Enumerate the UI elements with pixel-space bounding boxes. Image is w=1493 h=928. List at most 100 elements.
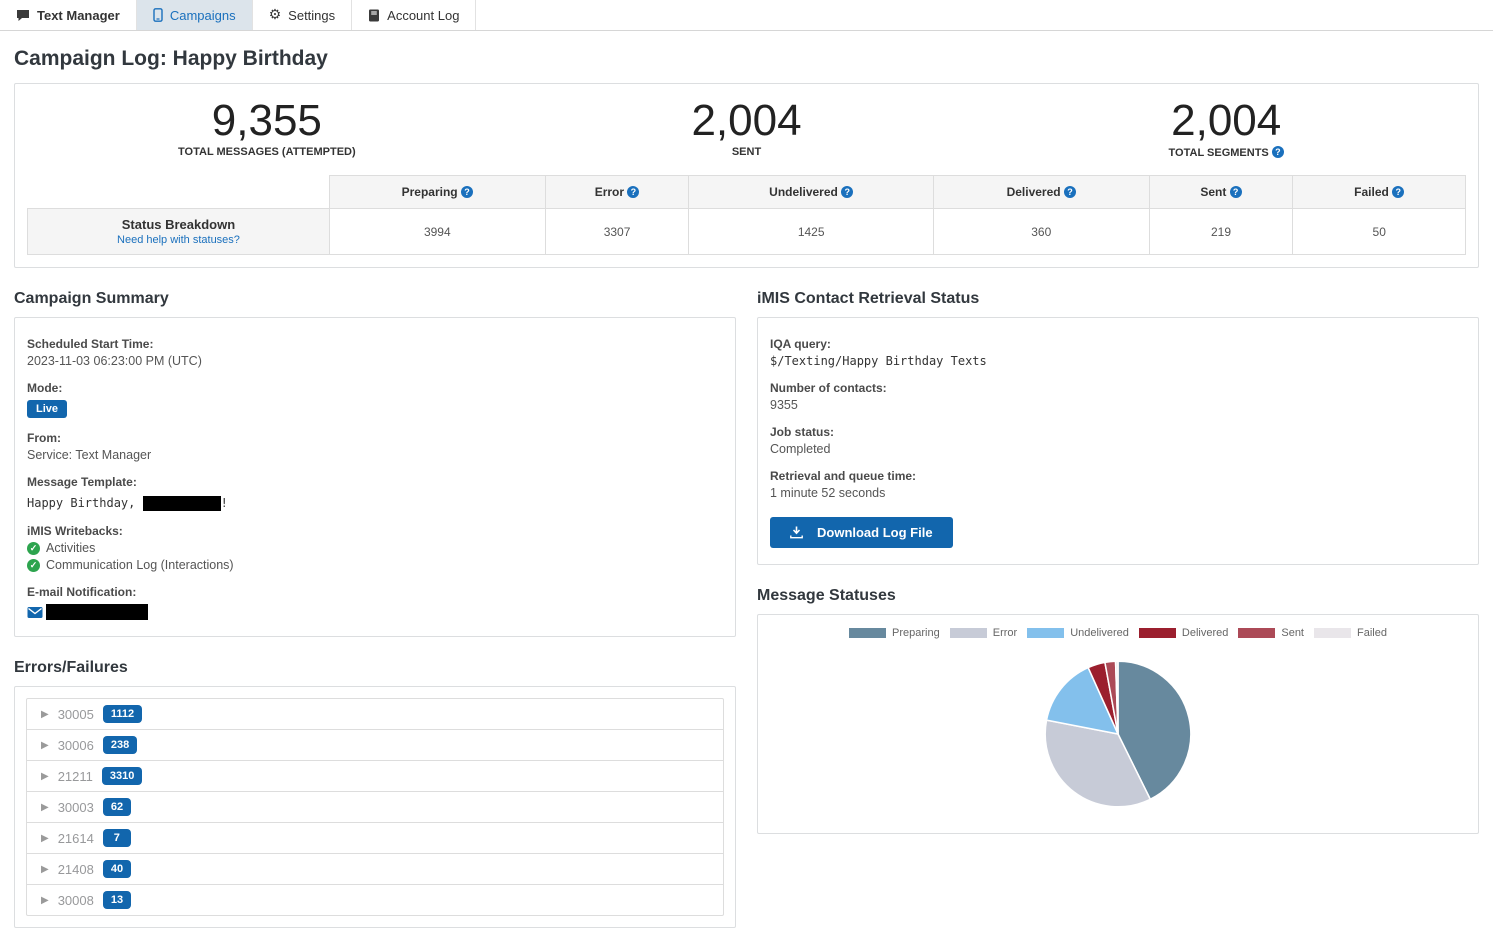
legend-label: Delivered xyxy=(1181,627,1229,640)
check-icon: ✓ xyxy=(27,558,40,572)
error-code: 30005 xyxy=(57,706,94,722)
error-row-21211[interactable]: ▶ 21211 3310 xyxy=(27,761,723,793)
error-row-21614[interactable]: ▶ 21614 7 xyxy=(27,823,723,855)
help-icon[interactable]: ? xyxy=(1063,186,1076,199)
stat-sent: 2,004 SENT xyxy=(507,97,987,159)
legend-swatch xyxy=(1027,628,1065,639)
email-notification-label: E-mail Notification: xyxy=(27,585,137,600)
legend-swatch xyxy=(1314,628,1351,639)
legend-item-failed[interactable]: Failed xyxy=(1314,627,1387,639)
legend-item-preparing[interactable]: Preparing xyxy=(849,627,940,639)
stat-value: 9,355 xyxy=(211,96,322,145)
help-icon[interactable]: ? xyxy=(460,186,473,199)
book-icon xyxy=(368,9,380,22)
legend-item-undelivered[interactable]: Undelivered xyxy=(1027,627,1129,639)
pie-slice-error xyxy=(1044,719,1152,808)
download-icon xyxy=(790,526,803,539)
envelope-icon xyxy=(27,606,43,619)
error-count-badge: 62 xyxy=(102,798,132,817)
col-header-delivered: Delivered ? xyxy=(932,175,1150,210)
cell-delivered: 360 xyxy=(932,208,1150,256)
scheduled-start-label: Scheduled Start Time: xyxy=(27,337,154,352)
error-code: 21614 xyxy=(57,830,94,846)
help-icon[interactable]: ? xyxy=(1229,186,1242,199)
contacts-label: Number of contacts: xyxy=(770,381,887,396)
help-icon[interactable]: ? xyxy=(841,186,854,199)
comment-icon xyxy=(16,9,30,22)
stat-total-segments: 2,004 TOTAL SEGMENTS ? xyxy=(986,97,1466,159)
tab-label: Campaigns xyxy=(169,7,236,23)
stats-panel: 9,355 TOTAL MESSAGES (ATTEMPTED) 2,004 S… xyxy=(14,83,1479,269)
message-statuses-pie-chart xyxy=(1044,660,1192,808)
pie-slice-undelivered xyxy=(1045,667,1119,735)
status-breakdown-table: Preparing ? Error ? Undelivered ? Delive… xyxy=(27,175,1466,256)
errors-failures-heading: Errors/Failures xyxy=(14,659,128,677)
legend-swatch xyxy=(849,628,887,639)
tab-campaigns[interactable]: Campaigns xyxy=(136,0,253,30)
message-template-label: Message Template: xyxy=(27,475,137,490)
tab-label: Account Log xyxy=(387,7,460,23)
queue-time-value: 1 minute 52 seconds xyxy=(770,486,886,501)
status-breakdown-header: Status Breakdown Need help with statuses… xyxy=(27,208,330,256)
error-code: 30008 xyxy=(57,892,94,908)
job-status-value: Completed xyxy=(770,442,831,457)
error-count-badge: 1112 xyxy=(102,705,143,724)
error-row-30005[interactable]: ▶ 30005 1112 xyxy=(27,699,723,731)
from-value: Service: Text Manager xyxy=(27,448,152,463)
mode-label: Mode: xyxy=(27,381,63,396)
redacted-email xyxy=(46,604,148,621)
legend-label: Error xyxy=(992,627,1018,640)
error-row-21408[interactable]: ▶ 21408 40 xyxy=(27,854,723,886)
message-template-value: Happy Birthday, ! xyxy=(27,496,228,512)
caret-right-icon: ▶ xyxy=(41,894,49,906)
help-icon[interactable]: ? xyxy=(627,186,640,199)
caret-right-icon: ▶ xyxy=(41,770,49,782)
help-icon[interactable]: ? xyxy=(1392,186,1405,199)
errors-list: ▶ 30005 1112 ▶ 30006 238 ▶ 21211 3310 xyxy=(26,698,724,917)
queue-time-label: Retrieval and queue time: xyxy=(770,469,917,484)
cell-error: 3307 xyxy=(544,208,690,256)
caret-right-icon: ▶ xyxy=(41,801,49,813)
legend-label: Undelivered xyxy=(1070,627,1129,640)
col-header-undelivered: Undelivered ? xyxy=(688,175,934,210)
col-header-error: Error ? xyxy=(544,175,690,210)
writeback-activities: ✓ Activities xyxy=(27,541,723,555)
top-nav: Text Manager Campaigns ⚙ Settings Accoun… xyxy=(0,0,1493,31)
error-row-30003[interactable]: ▶ 30003 62 xyxy=(27,792,723,824)
error-code: 21211 xyxy=(57,768,93,784)
redacted-name xyxy=(142,496,221,512)
message-statuses-heading: Message Statuses xyxy=(757,587,896,605)
error-row-30006[interactable]: ▶ 30006 238 xyxy=(27,730,723,762)
from-label: From: xyxy=(27,431,61,446)
page-title: Campaign Log: Happy Birthday xyxy=(14,47,328,70)
caret-right-icon: ▶ xyxy=(41,739,49,751)
check-icon: ✓ xyxy=(27,541,40,555)
error-row-30008[interactable]: ▶ 30008 13 xyxy=(27,885,723,915)
status-breakdown-title: Status Breakdown xyxy=(121,217,236,233)
error-code: 30003 xyxy=(57,799,94,815)
error-count-badge: 13 xyxy=(102,891,132,910)
col-header-preparing: Preparing ? xyxy=(328,175,546,210)
table-row: Status Breakdown Need help with statuses… xyxy=(27,208,1466,256)
legend-item-delivered[interactable]: Delivered xyxy=(1138,627,1229,640)
writeback-communication-log: ✓ Communication Log (Interactions) xyxy=(27,558,723,572)
error-code: 21408 xyxy=(57,861,94,877)
writebacks-label: iMIS Writebacks: xyxy=(27,524,123,539)
mobile-icon xyxy=(153,8,163,22)
legend-item-sent[interactable]: Sent xyxy=(1238,627,1304,639)
download-log-button[interactable]: Download Log File xyxy=(770,517,953,549)
caret-right-icon: ▶ xyxy=(41,708,49,720)
col-header-sent: Sent ? xyxy=(1148,175,1294,210)
tab-account-log[interactable]: Account Log xyxy=(352,0,477,30)
cell-preparing: 3994 xyxy=(328,208,546,256)
tab-settings[interactable]: ⚙ Settings xyxy=(253,0,353,30)
tab-text-manager[interactable]: Text Manager xyxy=(0,0,137,30)
help-icon[interactable]: ? xyxy=(1271,146,1284,159)
legend-item-error[interactable]: Error xyxy=(949,627,1018,640)
campaign-summary-heading: Campaign Summary xyxy=(14,290,169,308)
iqa-query-label: IQA query: xyxy=(770,337,831,352)
contacts-value: 9355 xyxy=(770,398,798,413)
caret-right-icon: ▶ xyxy=(41,832,49,844)
retrieval-status-heading: iMIS Contact Retrieval Status xyxy=(757,290,980,308)
status-help-link[interactable]: Need help with statuses? xyxy=(117,234,240,247)
